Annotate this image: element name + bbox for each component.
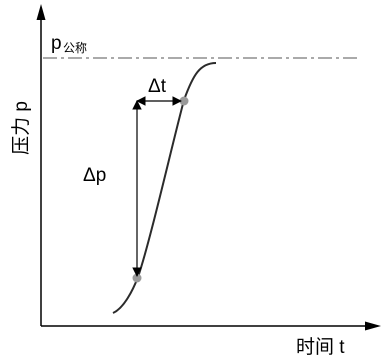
y-axis-label: 压力 p — [10, 101, 32, 155]
delta-t-label: Δt — [148, 76, 167, 97]
nominal-pressure-subscript: 公称 — [63, 41, 87, 55]
pressure-curve — [112, 62, 217, 314]
nominal-pressure-symbol: p — [51, 33, 62, 54]
delta-p-label: Δp — [83, 165, 106, 186]
y-axis-arrow — [36, 4, 46, 20]
x-axis-arrow — [365, 321, 381, 331]
x-axis-label: 时间 t — [296, 336, 345, 358]
